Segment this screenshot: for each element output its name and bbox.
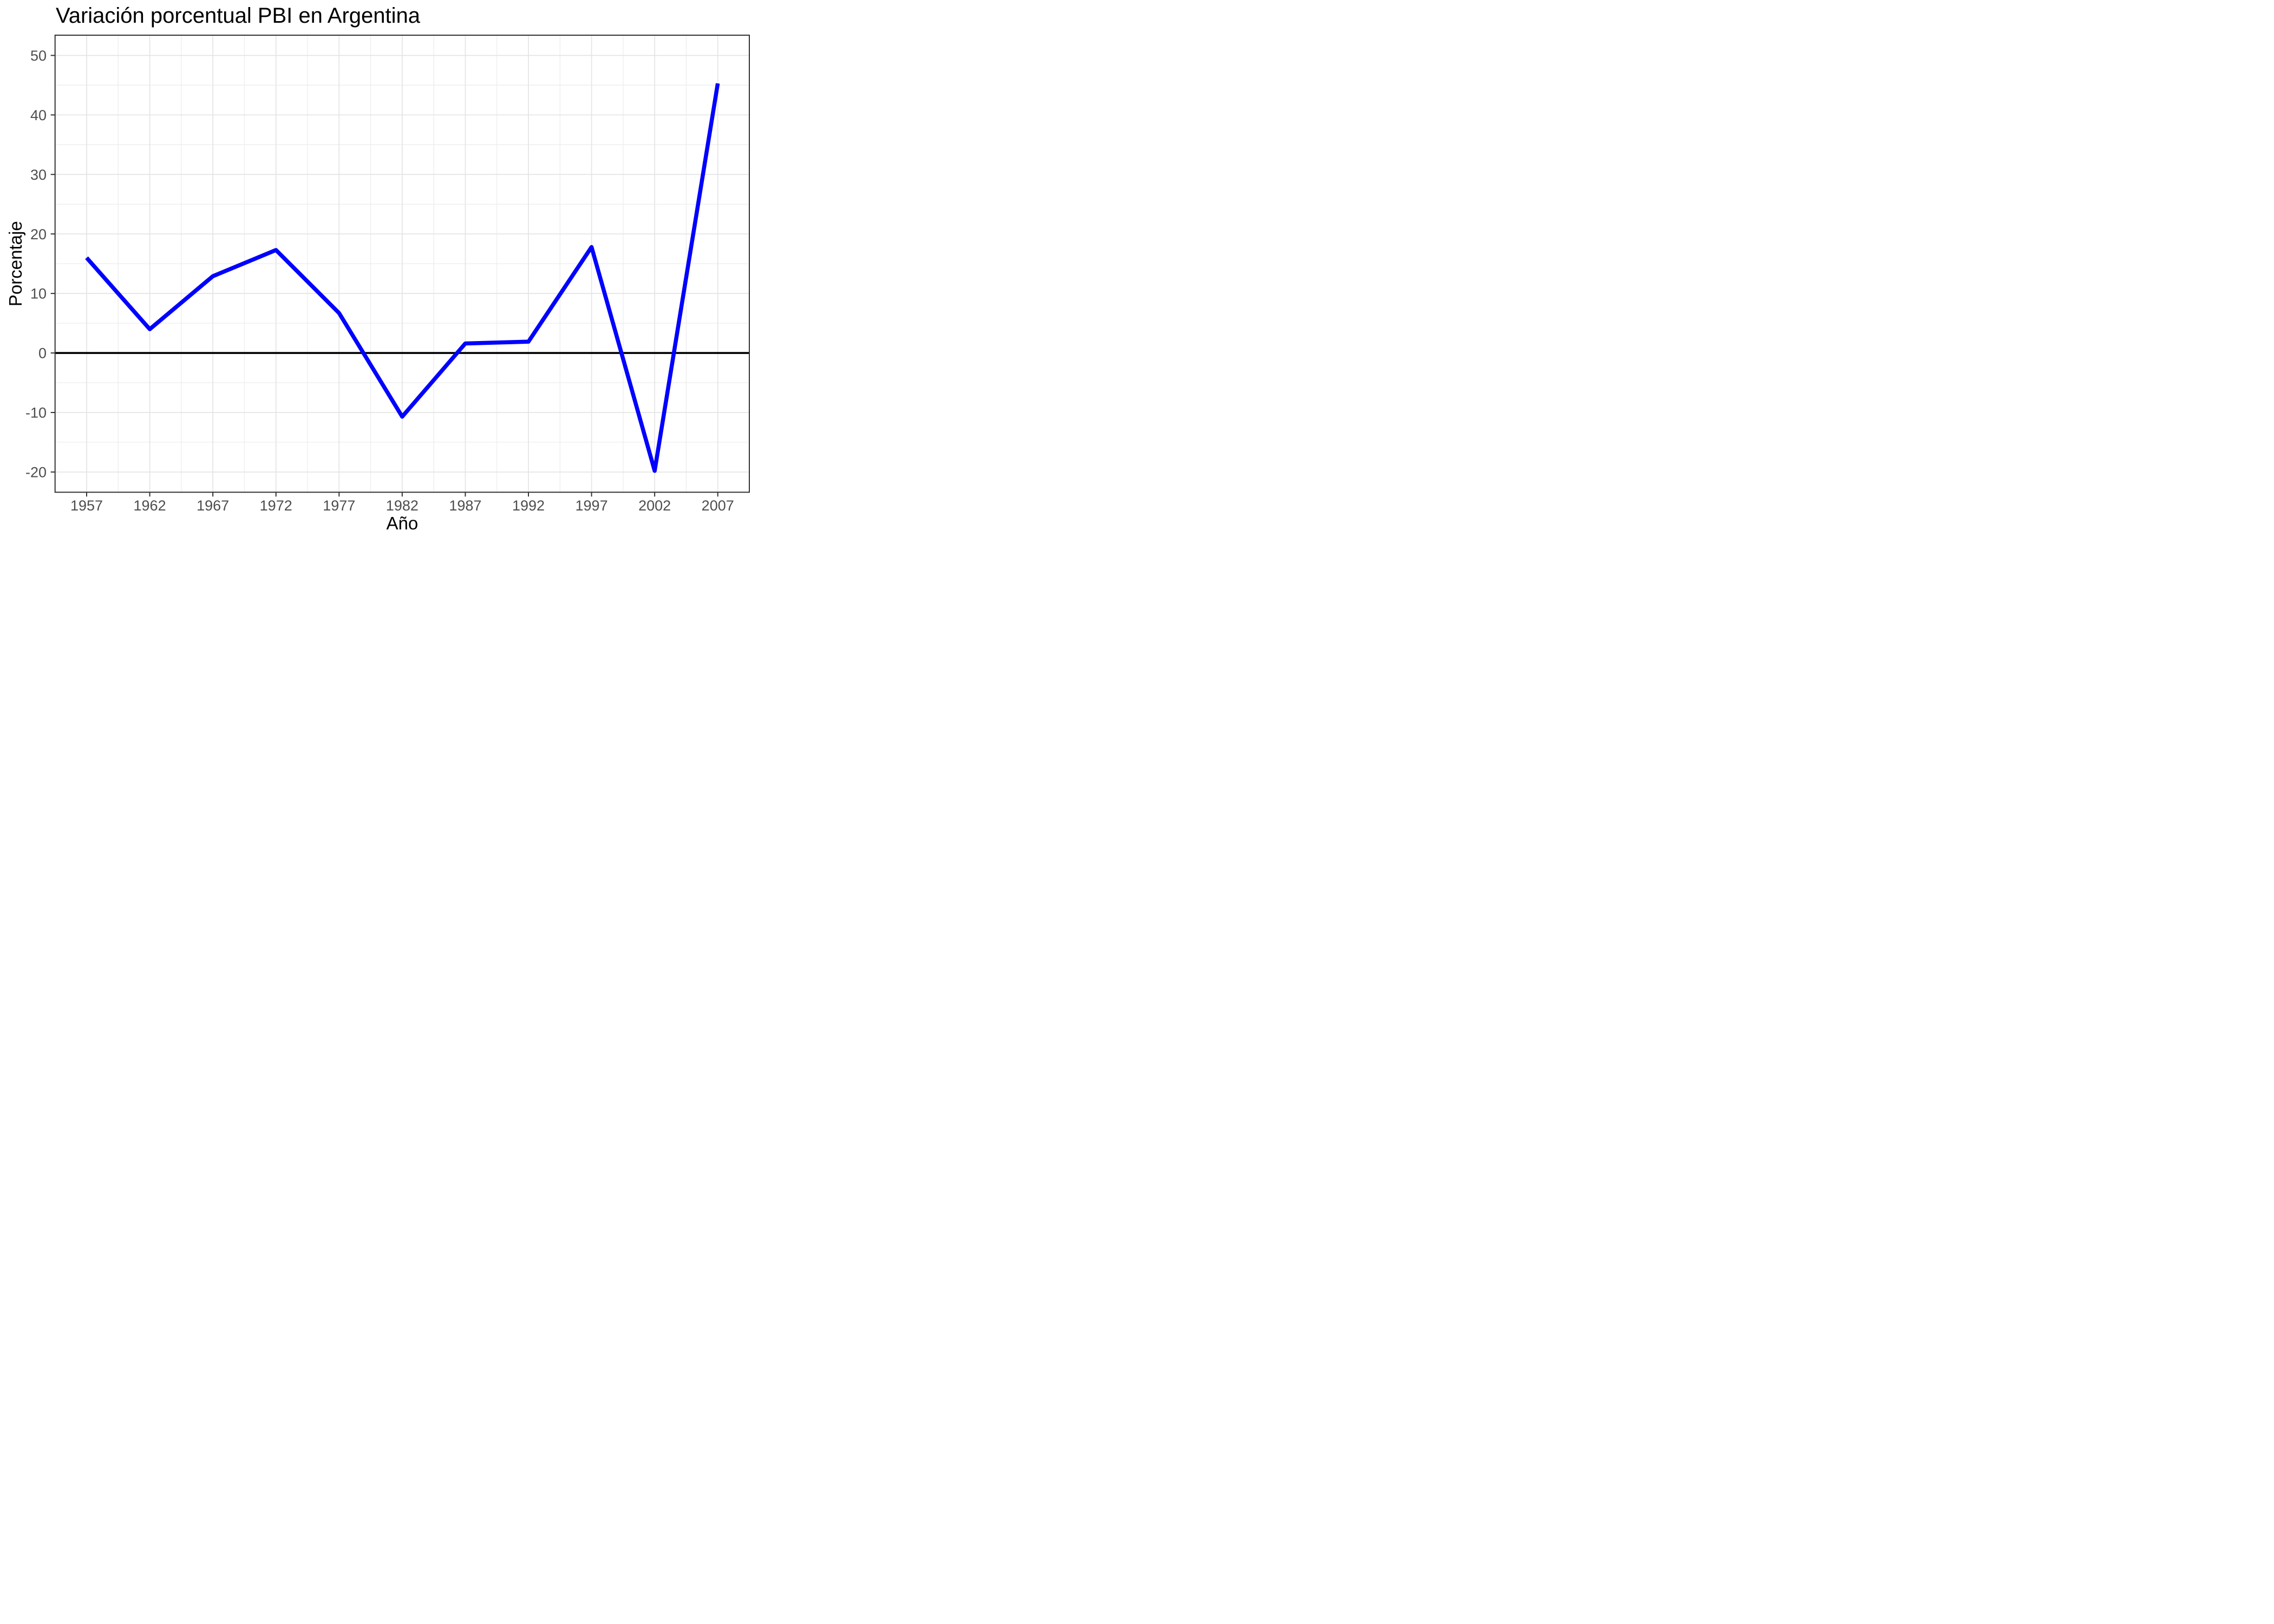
x-tick-label: 1987 [449,497,481,514]
x-tick-label: 2002 [638,497,671,514]
y-tick-label: 30 [30,167,47,183]
x-tick-label: 1997 [576,497,608,514]
x-tick-label: 1972 [260,497,292,514]
x-tick-label: 1967 [197,497,229,514]
y-tick-label: 20 [30,226,47,243]
x-tick-label: 1982 [386,497,419,514]
y-axis-title: Porcentaje [5,221,25,306]
axis-tick-marks [50,55,718,497]
y-tick-label: 10 [30,286,47,302]
y-tick-label: 0 [38,345,47,362]
x-tick-label: 1977 [323,497,355,514]
gdp-variation-line [85,83,720,473]
y-tick-label: 40 [30,107,47,123]
x-tick-label: 2007 [702,497,734,514]
x-tick-label: 1992 [512,497,545,514]
data-line-series [85,83,720,473]
y-tick-label: 50 [30,48,47,64]
x-tick-label: 1962 [134,497,166,514]
x-axis-title: Año [387,513,419,533]
y-tick-label: -20 [25,464,47,481]
chart-canvas: 1957 1962 1967 1972 1977 1982 1987 1992 1997 2002… [5,4,750,533]
y-tick-label: -10 [25,405,47,421]
gdp-variation-chart: 1957 1962 1967 1972 1977 1982 1987 1992 1997 2002… [0,0,758,541]
axis-tick-labels: 1957 1962 1967 1972 1977 1982 1987 1992 1997 2002… [25,48,734,514]
chart-title: Variación porcentual PBI en Argentina [56,4,421,28]
x-tick-label: 1957 [70,497,103,514]
